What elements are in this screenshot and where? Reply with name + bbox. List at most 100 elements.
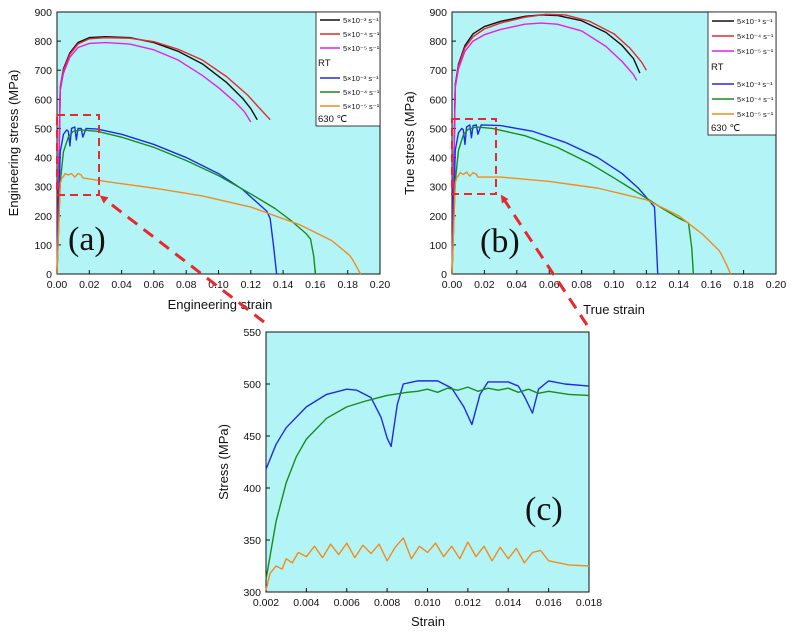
panel-b-legend: 5×10⁻³ s⁻¹ 5×10⁻⁴ s⁻¹ 5×10⁻⁵ s⁻¹ RT 5×10… <box>707 11 777 136</box>
panel-a-y-tick-label: 700 <box>34 65 52 77</box>
panel-b-true-chart: 0.00 0.02 0.04 0.06 0.08 0.10 0.12 0.14 0.16 0.18… <box>402 7 786 317</box>
panel-c-x-tick-label: 0.012 <box>455 597 481 609</box>
panel-b-legend-entry-2: 5×10⁻⁴ s⁻¹ <box>737 32 774 41</box>
panel-b-y-tick-label: 800 <box>429 36 447 48</box>
panel-c-ticks: 0.002 0.004 0.006 0.008 0.010 0.012 0.014 0.016… <box>243 327 602 609</box>
panel-b-legend-group-630: 630 ℃ <box>711 123 740 134</box>
panel-b-x-tick-label: 0.02 <box>474 279 495 291</box>
panel-b-legend-entry-5: 5×10⁻⁴ s⁻¹ <box>737 95 774 104</box>
panel-c-x-tick-label: 0.008 <box>374 597 400 609</box>
panel-b-series-magenta <box>451 22 638 275</box>
panel-a-legend-group-630: 630 ℃ <box>318 114 347 125</box>
panel-a-series-magenta <box>56 41 252 275</box>
panel-a-legend-entry-3: 5×10⁻⁵ s⁻¹ <box>343 44 380 53</box>
panel-a-y-tick-label: 600 <box>34 94 52 106</box>
panel-b-legend-entry-6: 5×10⁻⁵ s⁻¹ <box>737 110 774 119</box>
panel-b-zoom-box <box>451 118 497 195</box>
panel-a-y-tick-label: 300 <box>34 182 52 194</box>
panel-c-x-tick-label: 0.014 <box>495 597 521 609</box>
panel-b-x-tick-label: 0.06 <box>539 279 560 291</box>
panel-b-y-tick-label: 600 <box>429 94 447 106</box>
panel-b-x-tick-label: 0.20 <box>766 279 787 291</box>
panel-c-x-tick-label: 0.016 <box>535 597 561 609</box>
panel-b-y-tick-label: 700 <box>429 65 447 77</box>
panel-c-y-axis-label: Stress (MPa) <box>216 424 231 500</box>
panel-c-y-tick-label: 300 <box>243 587 261 599</box>
panel-a-zoom-box <box>56 114 100 196</box>
panel-b-y-tick-label: 500 <box>429 123 447 135</box>
panel-c-y-tick-label: 450 <box>243 431 261 443</box>
panel-c-x-tick-label: 0.010 <box>414 597 440 609</box>
panel-b-y-tick-label: 200 <box>429 211 447 223</box>
arrow-b-to-c <box>500 194 589 326</box>
panel-b-series-green <box>451 126 695 275</box>
panel-a-legend-entry-2: 5×10⁻⁴ s⁻¹ <box>343 30 380 39</box>
panel-a-x-tick-label: 0.02 <box>79 279 100 291</box>
panel-a-y-tick-label: 900 <box>34 7 52 19</box>
panel-b-x-tick-label: 0.18 <box>733 279 754 291</box>
panel-b-y-axis-label: True stress (MPa) <box>402 91 417 195</box>
panel-b-y-tick-label: 0 <box>441 269 447 281</box>
panel-a-x-tick-label: 0.14 <box>273 279 294 291</box>
panel-a-series-orange <box>56 172 362 275</box>
panel-c-x-tick-label: 0.018 <box>576 597 602 609</box>
panel-c-y-tick-label: 400 <box>243 483 261 495</box>
panel-a-legend-group-rt: RT <box>318 58 331 69</box>
panel-b-x-tick-label: 0.10 <box>604 279 625 291</box>
panel-b-y-tick-label: 100 <box>429 240 447 252</box>
panel-b-x-axis-label: True strain <box>583 302 645 317</box>
panel-a-x-tick-label: 0.08 <box>176 279 197 291</box>
panel-a-x-tick-label: 0.16 <box>305 279 326 291</box>
panel-c-x-tick-label: 0.006 <box>334 597 360 609</box>
panel-a-series-green <box>56 129 317 275</box>
panel-a-series-blue <box>56 126 278 275</box>
panel-c-series-blue <box>265 380 590 470</box>
panel-b-legend-entry-4: 5×10⁻³ s⁻¹ <box>737 80 773 89</box>
panel-c-y-tick-label: 550 <box>243 327 261 339</box>
panel-c-series-orange <box>265 537 590 591</box>
panel-c-series <box>265 380 590 591</box>
panel-b-x-tick-label: 0.04 <box>507 279 528 291</box>
panel-a-legend: 5×10⁻³ s⁻¹ 5×10⁻⁴ s⁻¹ 5×10⁻⁵ s⁻¹ RT 5×10… <box>315 11 381 127</box>
panel-b-x-tick-label: 0.14 <box>669 279 690 291</box>
panel-b-series-red <box>451 13 648 275</box>
panel-a-legend-entry-6: 5×10⁻⁵ s⁻¹ <box>343 102 380 111</box>
panel-c-x-axis-label: Strain <box>411 614 445 629</box>
panel-b-legend-entry-1: 5×10⁻³ s⁻¹ <box>737 17 773 26</box>
panel-a-x-axis-label: Engineering strain <box>168 297 273 312</box>
panel-b-y-tick-label: 400 <box>429 153 447 165</box>
panel-c-label: (c) <box>525 491 563 528</box>
panel-a-x-tick-label: 0.06 <box>144 279 165 291</box>
panel-b-x-tick-label: 0.16 <box>701 279 722 291</box>
panel-b-label: (b) <box>480 223 520 260</box>
panel-a-x-tick-label: 0.12 <box>241 279 262 291</box>
panel-c-y-tick-label: 350 <box>243 535 261 547</box>
panel-a-y-tick-label: 400 <box>34 153 52 165</box>
panel-a-legend-entry-5: 5×10⁻⁴ s⁻¹ <box>343 88 380 97</box>
panel-b-series <box>451 13 732 275</box>
panel-a-legend-entry-1: 5×10⁻³ s⁻¹ <box>343 16 379 25</box>
panel-c-series-green <box>265 386 590 580</box>
panel-b-series-orange <box>451 171 732 275</box>
panel-b-legend-group-rt: RT <box>711 62 724 73</box>
panel-a-y-tick-label: 100 <box>34 240 52 252</box>
panel-b-x-tick-label: 0.00 <box>442 279 463 291</box>
panel-a-y-tick-label: 0 <box>46 269 52 281</box>
panel-c-plot-area <box>265 331 590 593</box>
panel-b-legend-entry-3: 5×10⁻⁵ s⁻¹ <box>737 47 774 56</box>
panel-b-x-tick-label: 0.08 <box>571 279 592 291</box>
arrow-a-to-c <box>99 195 265 324</box>
panel-a-x-tick-label: 0.04 <box>111 279 132 291</box>
panel-a-y-tick-label: 800 <box>34 36 52 48</box>
panel-a-y-axis-label: Engineering stress (MPa) <box>6 70 21 217</box>
panel-a-x-tick-label: 0.00 <box>47 279 68 291</box>
panel-b-series-blue <box>451 124 659 275</box>
panel-a-series-red <box>56 36 271 275</box>
panel-c-x-tick-label: 0.004 <box>293 597 319 609</box>
panel-c-x-tick-label: 0.002 <box>253 597 279 609</box>
panel-a-y-tick-label: 500 <box>34 123 52 135</box>
panel-b-y-tick-label: 900 <box>429 7 447 19</box>
panel-a-ticks: 0.00 0.02 0.04 0.06 0.08 0.10 0.12 0.14 0.16 0.18… <box>34 7 390 291</box>
panel-b-ticks: 0.00 0.02 0.04 0.06 0.08 0.10 0.12 0.14 0.16 0.18… <box>429 7 786 291</box>
